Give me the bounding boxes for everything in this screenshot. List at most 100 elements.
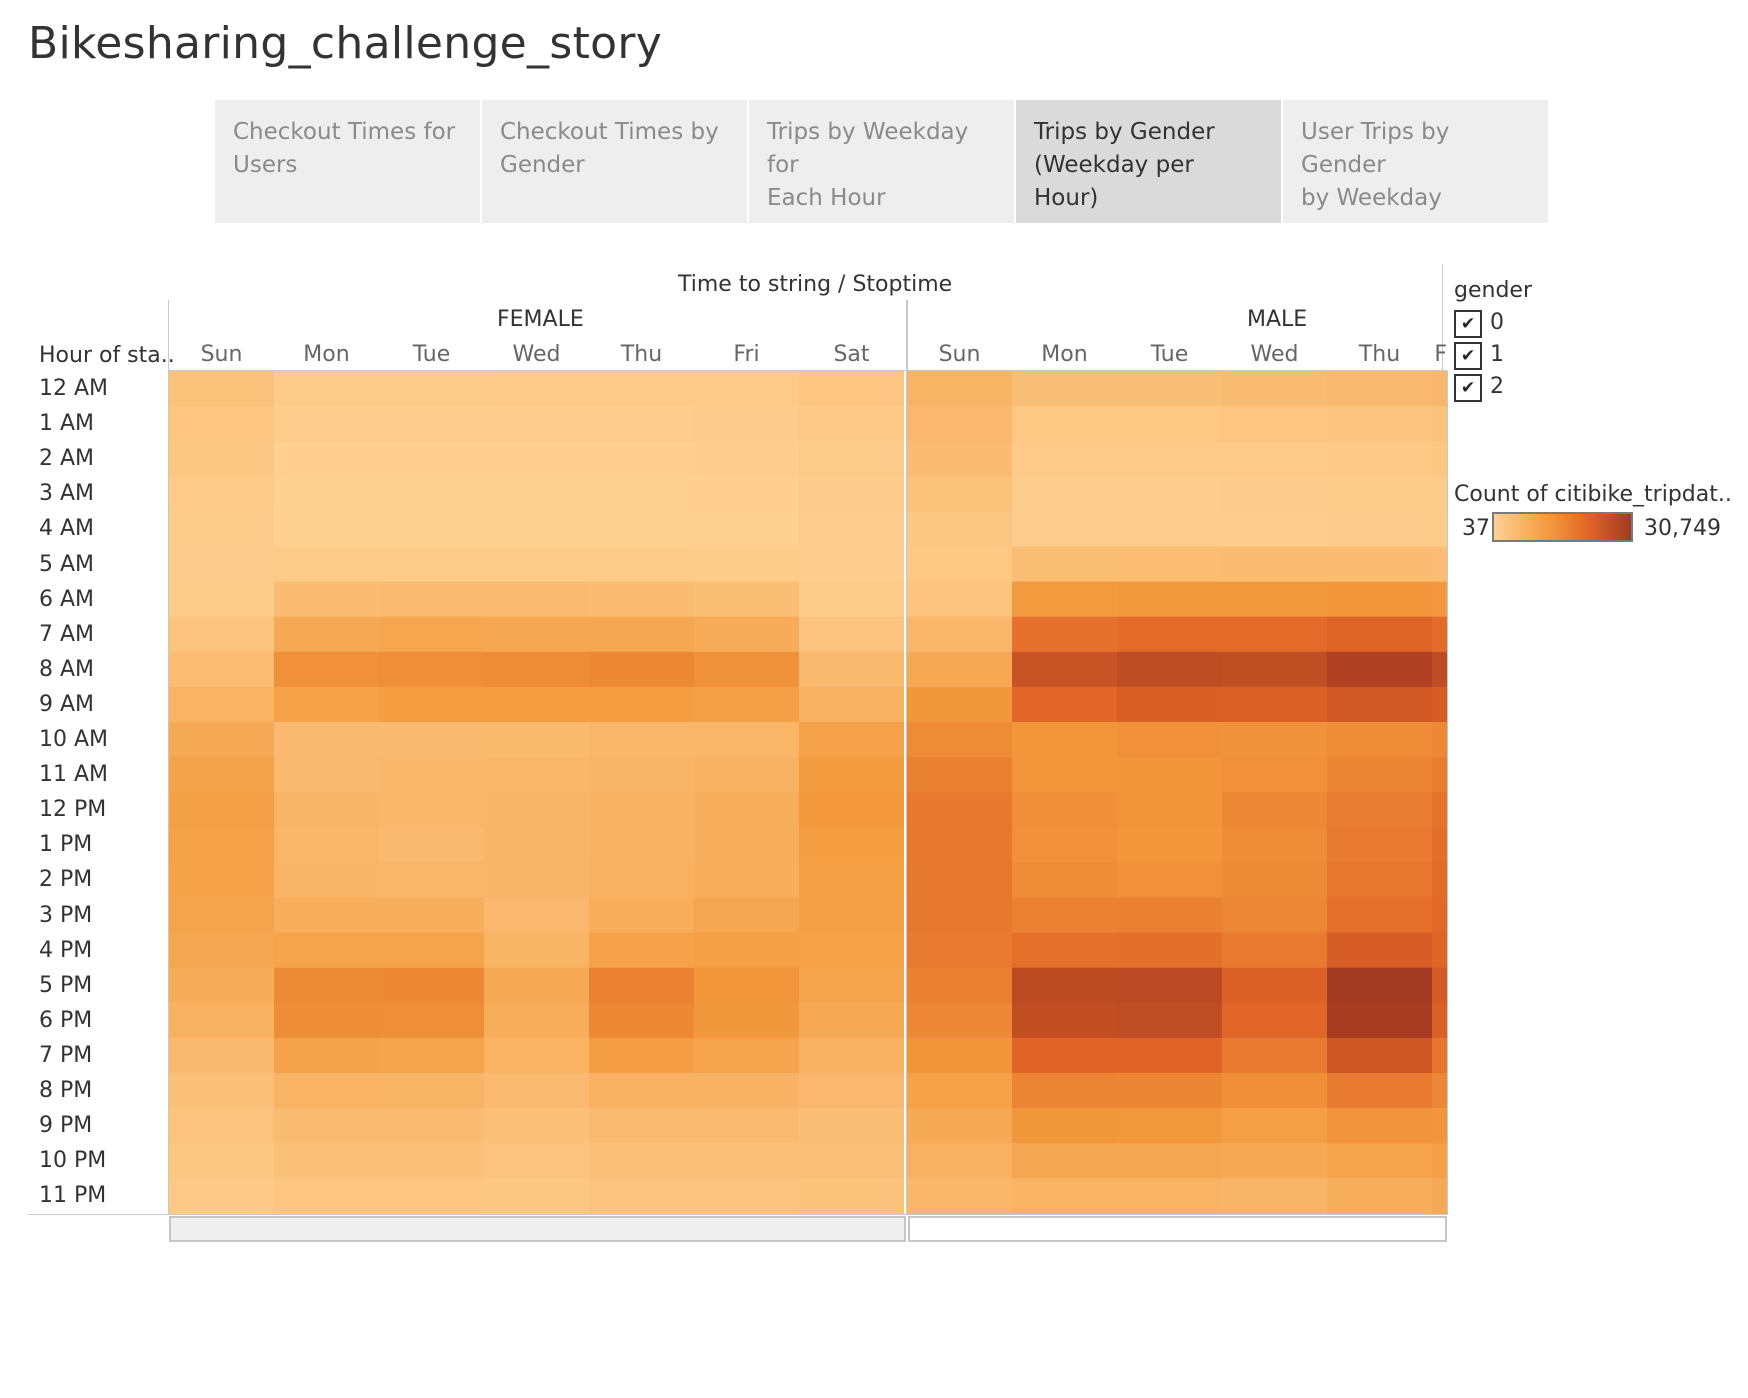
heatmap-cell-male-thu-12[interactable]	[1327, 792, 1432, 828]
heatmap-cell-female-thu-15[interactable]	[589, 897, 694, 934]
heatmap-cell-male-sun-16[interactable]	[907, 932, 1012, 969]
horizontal-scrollbar-male[interactable]	[908, 1216, 1447, 1242]
heatmap-cell-female-mon-10[interactable]	[274, 722, 379, 758]
heatmap-cell-female-mon-13[interactable]	[274, 827, 379, 863]
heatmap-cell-female-sat-14[interactable]	[799, 862, 904, 899]
heatmap-cell-male-wed-19[interactable]	[1222, 1037, 1327, 1074]
heatmap-cell-female-sun-14[interactable]	[169, 862, 274, 899]
checkbox-checked-icon[interactable]: ✔	[1454, 310, 1482, 338]
heatmap-cell-female-sun-11[interactable]	[169, 757, 274, 793]
heatmap-cell-female-fri-3[interactable]	[694, 476, 799, 512]
heatmap-cell-female-wed-8[interactable]	[484, 651, 589, 688]
heatmap-cell-male-f-19[interactable]	[1432, 1037, 1447, 1074]
heatmap-cell-female-wed-4[interactable]	[484, 511, 589, 548]
heatmap-cell-female-thu-16[interactable]	[589, 932, 694, 969]
heatmap-cell-male-f-7[interactable]	[1432, 616, 1447, 653]
heatmap-cell-female-thu-12[interactable]	[589, 792, 694, 828]
heatmap-cell-male-wed-4[interactable]	[1222, 511, 1327, 548]
heatmap-cell-male-sun-0[interactable]	[907, 371, 1012, 407]
heatmap-cell-male-sun-11[interactable]	[907, 757, 1012, 793]
heatmap-cell-male-sun-13[interactable]	[907, 827, 1012, 863]
heatmap-cell-male-thu-18[interactable]	[1327, 1002, 1432, 1039]
heatmap-cell-female-fri-15[interactable]	[694, 897, 799, 934]
heatmap-cell-female-thu-21[interactable]	[589, 1108, 694, 1144]
heatmap-cell-male-sun-2[interactable]	[907, 441, 1012, 477]
heatmap-cell-female-thu-22[interactable]	[589, 1143, 694, 1179]
heatmap-cell-male-f-12[interactable]	[1432, 792, 1447, 828]
heatmap-cell-male-f-6[interactable]	[1432, 581, 1447, 618]
heatmap-cell-male-mon-13[interactable]	[1012, 827, 1117, 863]
heatmap-cell-female-mon-15[interactable]	[274, 897, 379, 934]
heatmap-cell-male-sun-20[interactable]	[907, 1073, 1012, 1109]
heatmap-cell-female-mon-20[interactable]	[274, 1073, 379, 1109]
heatmap-cell-female-mon-21[interactable]	[274, 1108, 379, 1144]
heatmap-cell-female-wed-18[interactable]	[484, 1002, 589, 1039]
heatmap-cell-male-wed-3[interactable]	[1222, 476, 1327, 512]
heatmap-cell-male-mon-23[interactable]	[1012, 1178, 1117, 1214]
heatmap-cell-female-mon-17[interactable]	[274, 967, 379, 1004]
heatmap-cell-male-f-0[interactable]	[1432, 371, 1447, 407]
heatmap-cell-female-fri-2[interactable]	[694, 441, 799, 477]
heatmap-cell-male-sun-6[interactable]	[907, 581, 1012, 618]
heatmap-cell-male-mon-10[interactable]	[1012, 722, 1117, 758]
heatmap-cell-female-sat-22[interactable]	[799, 1143, 904, 1179]
heatmap-cell-male-f-23[interactable]	[1432, 1178, 1447, 1214]
heatmap-cell-male-wed-9[interactable]	[1222, 686, 1327, 723]
heatmap-cell-female-thu-8[interactable]	[589, 651, 694, 688]
heatmap-cell-female-tue-4[interactable]	[379, 511, 484, 548]
heatmap-cell-female-sun-23[interactable]	[169, 1178, 274, 1214]
heatmap-cell-female-wed-14[interactable]	[484, 862, 589, 899]
heatmap-cell-female-wed-22[interactable]	[484, 1143, 589, 1179]
tab-user-trips-gender-weekday[interactable]: User Trips by Gender by Weekday	[1283, 100, 1548, 223]
heatmap-cell-female-sat-16[interactable]	[799, 932, 904, 969]
heatmap-cell-female-thu-20[interactable]	[589, 1073, 694, 1109]
heatmap-cell-female-wed-9[interactable]	[484, 686, 589, 723]
heatmap-cell-male-sun-5[interactable]	[907, 546, 1012, 583]
tab-checkout-times-users[interactable]: Checkout Times for Users	[215, 100, 480, 223]
heatmap-cell-female-sat-7[interactable]	[799, 616, 904, 653]
heatmap-cell-male-wed-13[interactable]	[1222, 827, 1327, 863]
heatmap-cell-female-mon-22[interactable]	[274, 1143, 379, 1179]
heatmap-cell-female-mon-6[interactable]	[274, 581, 379, 618]
heatmap-cell-male-tue-3[interactable]	[1117, 476, 1222, 512]
heatmap-cell-female-tue-22[interactable]	[379, 1143, 484, 1179]
heatmap-cell-male-sun-14[interactable]	[907, 862, 1012, 899]
heatmap-cell-male-sun-12[interactable]	[907, 792, 1012, 828]
heatmap-cell-male-wed-14[interactable]	[1222, 862, 1327, 899]
heatmap-cell-female-sun-22[interactable]	[169, 1143, 274, 1179]
heatmap-cell-female-wed-23[interactable]	[484, 1178, 589, 1214]
heatmap-cell-male-thu-17[interactable]	[1327, 967, 1432, 1004]
checkbox-checked-icon[interactable]: ✔	[1454, 342, 1482, 370]
heatmap-cell-female-sat-8[interactable]	[799, 651, 904, 688]
heatmap-cell-male-thu-14[interactable]	[1327, 862, 1432, 899]
heatmap-cell-male-sun-22[interactable]	[907, 1143, 1012, 1179]
heatmap-cell-female-wed-13[interactable]	[484, 827, 589, 863]
heatmap-cell-male-thu-0[interactable]	[1327, 371, 1432, 407]
heatmap-cell-female-wed-19[interactable]	[484, 1037, 589, 1074]
heatmap-cell-female-sun-5[interactable]	[169, 546, 274, 583]
heatmap-cell-male-thu-22[interactable]	[1327, 1143, 1432, 1179]
heatmap-cell-female-sat-13[interactable]	[799, 827, 904, 863]
heatmap-cell-male-mon-7[interactable]	[1012, 616, 1117, 653]
heatmap-cell-female-tue-20[interactable]	[379, 1073, 484, 1109]
heatmap-cell-female-fri-9[interactable]	[694, 686, 799, 723]
heatmap-cell-male-f-2[interactable]	[1432, 441, 1447, 477]
heatmap-cell-male-f-4[interactable]	[1432, 511, 1447, 548]
heatmap-cell-female-sat-5[interactable]	[799, 546, 904, 583]
heatmap-cell-female-tue-12[interactable]	[379, 792, 484, 828]
heatmap-cell-female-tue-10[interactable]	[379, 722, 484, 758]
heatmap-cell-male-thu-10[interactable]	[1327, 722, 1432, 758]
heatmap-cell-male-mon-9[interactable]	[1012, 686, 1117, 723]
heatmap-cell-female-sun-21[interactable]	[169, 1108, 274, 1144]
heatmap-cell-female-wed-6[interactable]	[484, 581, 589, 618]
heatmap-cell-male-mon-22[interactable]	[1012, 1143, 1117, 1179]
heatmap-cell-male-tue-22[interactable]	[1117, 1143, 1222, 1179]
tab-trips-weekday-hour[interactable]: Trips by Weekday for Each Hour	[749, 100, 1014, 223]
heatmap-cell-female-thu-17[interactable]	[589, 967, 694, 1004]
heatmap-cell-female-tue-13[interactable]	[379, 827, 484, 863]
heatmap-cell-female-tue-21[interactable]	[379, 1108, 484, 1144]
heatmap-cell-male-mon-0[interactable]	[1012, 371, 1117, 407]
heatmap-cell-female-mon-9[interactable]	[274, 686, 379, 723]
heatmap-cell-male-tue-9[interactable]	[1117, 686, 1222, 723]
heatmap-cell-female-sat-2[interactable]	[799, 441, 904, 477]
